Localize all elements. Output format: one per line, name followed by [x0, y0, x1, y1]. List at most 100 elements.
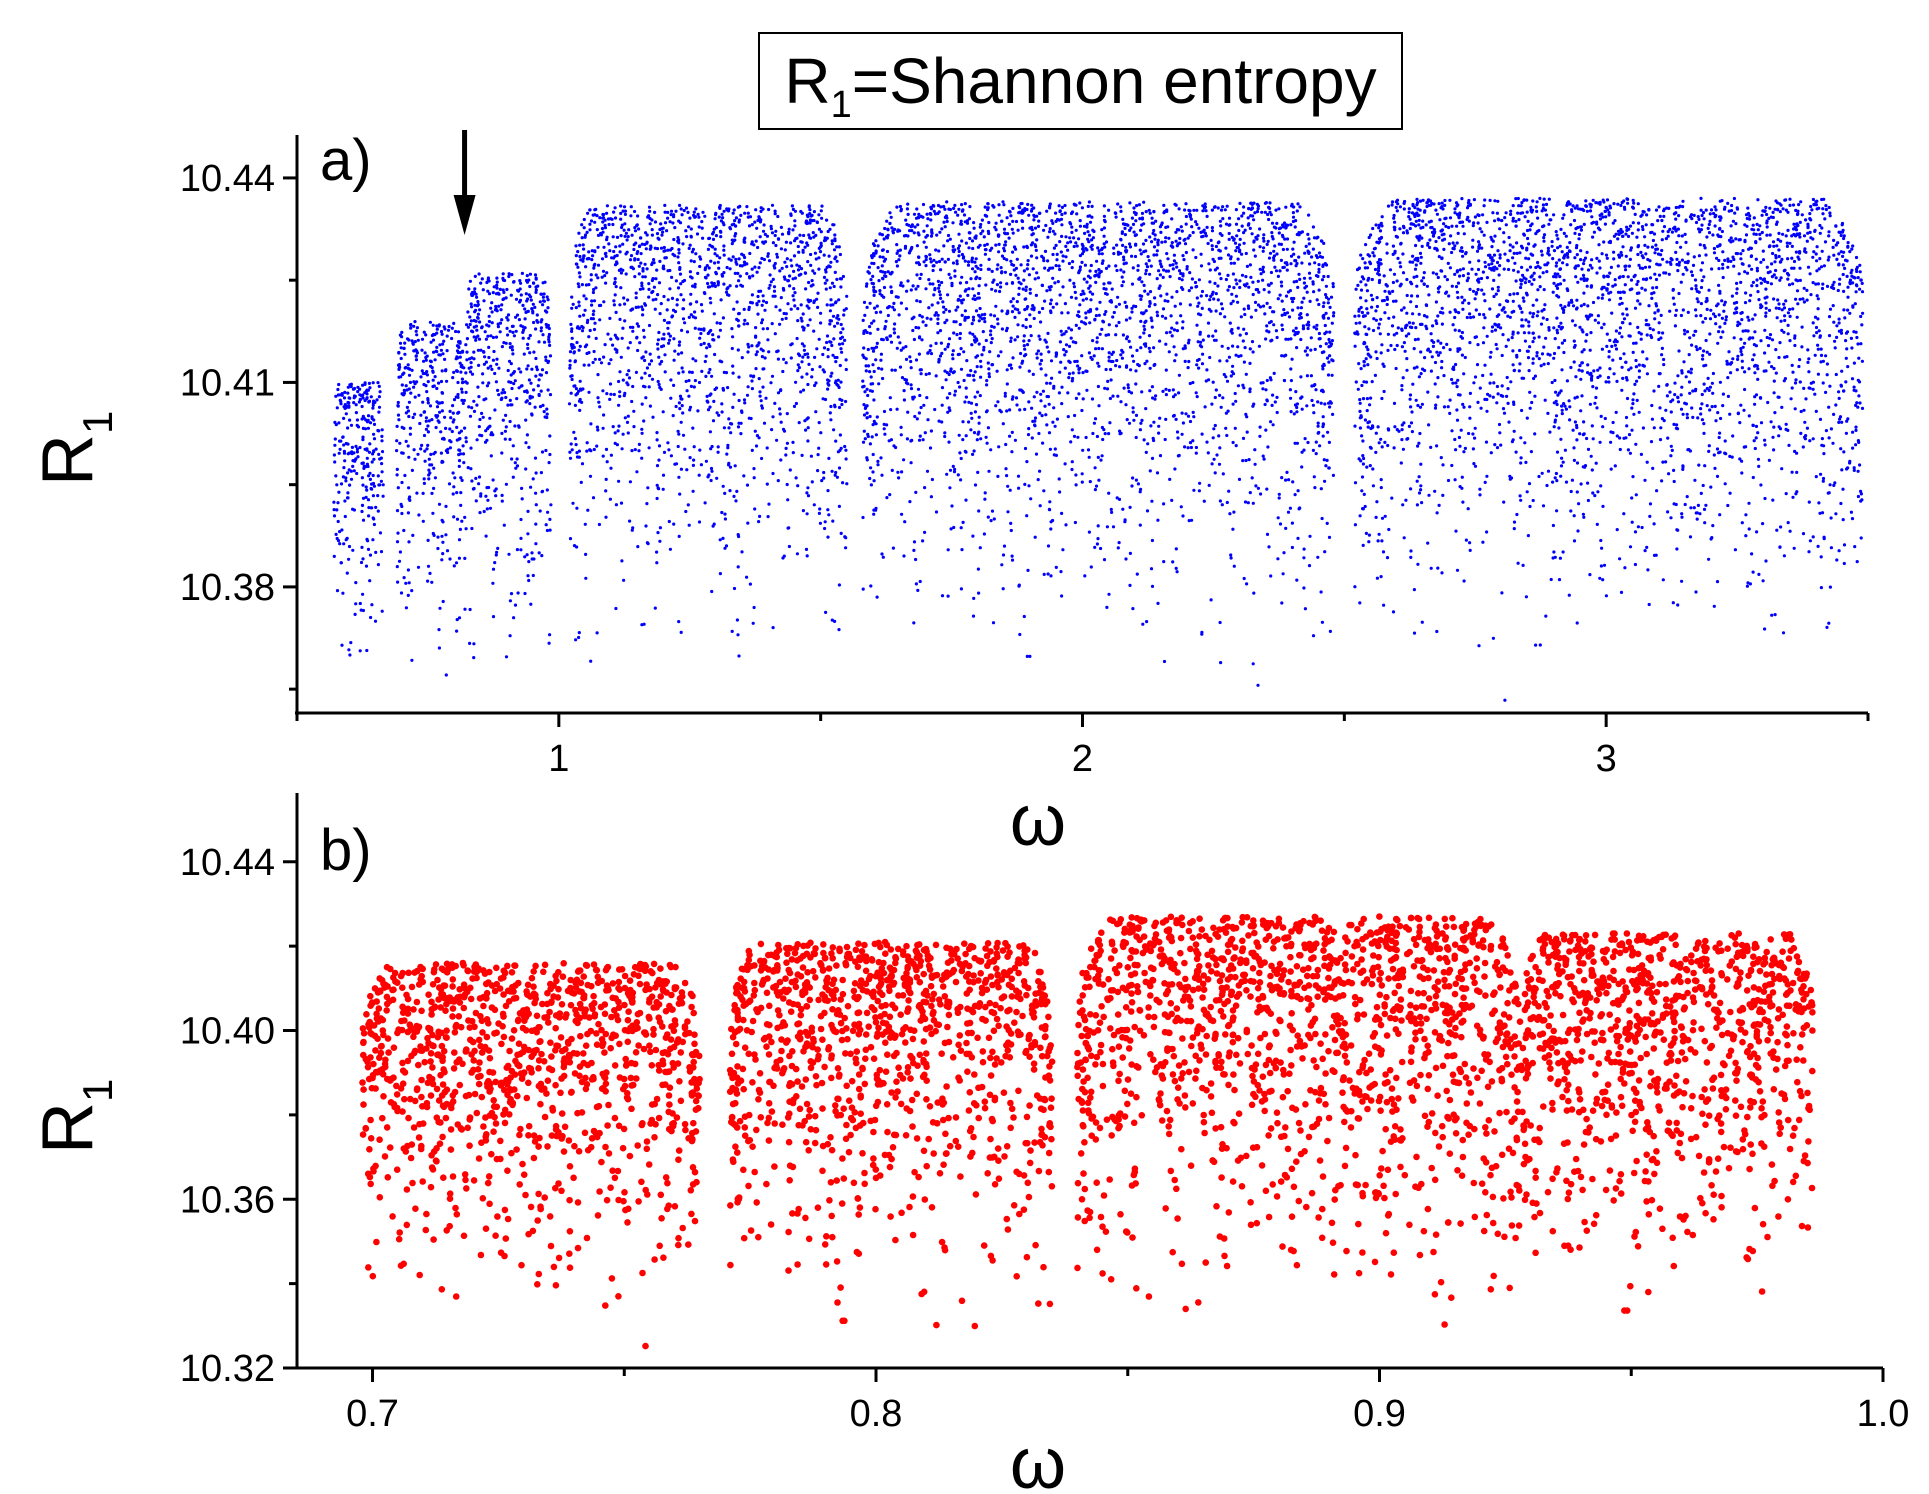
panel-a-point [376, 474, 380, 478]
panel-a-point [1139, 228, 1143, 232]
panel-a-point [700, 226, 704, 230]
panel-a-point [1119, 268, 1123, 272]
panel-a-point [722, 426, 727, 430]
panel-a-point [751, 621, 755, 625]
panel-a-point [693, 326, 697, 330]
panel-a-point [366, 426, 370, 430]
panel-a-point [1008, 434, 1012, 438]
panel-a-point [424, 333, 428, 337]
panel-a-point [1039, 352, 1043, 356]
panel-a-point [1180, 229, 1184, 233]
panel-a-point [1302, 281, 1306, 285]
panel-a-point [589, 422, 593, 426]
panel-a-point [1010, 450, 1014, 454]
panel-a-point [1306, 232, 1310, 236]
panel-a-point [1279, 226, 1283, 230]
panel-a-point [1060, 511, 1064, 515]
panel-a-point [426, 424, 430, 428]
panel-a-point [994, 404, 998, 408]
panel-a-point [1123, 300, 1127, 304]
panel-a-point [781, 556, 785, 560]
panel-a-point [861, 587, 865, 591]
panel-a-point [826, 535, 830, 539]
panel-a-point [369, 395, 373, 399]
panel-a-point [874, 358, 878, 362]
panel-a-point [361, 393, 365, 397]
panel-a-point [518, 279, 522, 283]
panel-a-point [1043, 299, 1047, 303]
panel-a-point [623, 302, 627, 306]
panel-a-point [519, 517, 523, 522]
panel-a-point [947, 309, 952, 313]
panel-a-point [1095, 340, 1099, 344]
panel-a-point [468, 279, 472, 283]
panel-a-point [1284, 294, 1289, 298]
panel-a-point [809, 252, 813, 257]
panel-a-point [798, 353, 802, 358]
panel-a-point [788, 468, 792, 472]
panel-a-point [533, 456, 538, 460]
panel-a-point [1199, 264, 1204, 268]
panel-a-point [1326, 430, 1330, 434]
panel-a-point [1011, 206, 1015, 210]
panel-a-point [1017, 286, 1021, 290]
panel-a-point [1077, 392, 1081, 396]
panel-a-point [776, 357, 781, 361]
panel-a-point [1305, 313, 1309, 317]
panel-a-point [1039, 367, 1043, 371]
panel-a-point [761, 294, 765, 298]
panel-a-point [953, 389, 958, 393]
panel-a-point [728, 465, 733, 469]
panel-a-point [710, 281, 714, 285]
panel-a-point [687, 246, 691, 250]
panel-a-point [509, 293, 513, 297]
panel-a-point [943, 434, 947, 439]
panel-a-point [495, 362, 499, 366]
panel-a-point [652, 258, 656, 262]
panel-a-point [638, 287, 643, 291]
panel-a-point [955, 259, 959, 263]
panel-a-point [1073, 290, 1077, 294]
panel-a-point [951, 349, 955, 353]
panel-a-point [532, 281, 536, 285]
panel-a-point [681, 317, 686, 321]
panel-a-point [623, 222, 627, 226]
panel-a-point [767, 502, 771, 506]
panel-a-point [657, 355, 661, 359]
panel-a-point [1096, 384, 1100, 389]
panel-a-point [427, 468, 431, 472]
panel-a-point [779, 247, 784, 251]
panel-a-point [942, 305, 946, 309]
panel-a-point [639, 252, 643, 256]
panel-a-point [517, 318, 522, 322]
panel-a-point [590, 249, 594, 253]
panel-a-point [526, 364, 530, 368]
panel-a-point [685, 330, 690, 334]
panel-a-point [730, 346, 734, 351]
panel-a-point [355, 471, 359, 476]
panel-a-point [916, 387, 921, 391]
panel-a-point [601, 220, 605, 224]
panel-a-point [888, 396, 892, 400]
panel-a-point [827, 254, 831, 258]
panel-a-point [1267, 205, 1271, 209]
panel-a-point [793, 276, 798, 280]
panel-a-point [697, 380, 702, 385]
panel-a-point [1322, 458, 1326, 462]
panel-a-point [1150, 385, 1154, 389]
panel-a-point [868, 476, 872, 481]
panel-a-point [706, 408, 711, 412]
panel-a-point [608, 497, 613, 501]
panel-a-point [1299, 306, 1303, 310]
panel-a-point [366, 418, 370, 422]
panel-a-point [444, 426, 448, 430]
panel-a-point [802, 344, 806, 348]
panel-a-point [630, 528, 634, 532]
panel-a-point [995, 267, 999, 271]
panel-a-point [1144, 210, 1148, 214]
panel-a-point [775, 255, 780, 259]
panel-a-point [796, 268, 801, 272]
panel-a-point [870, 435, 874, 439]
panel-a-point [1286, 510, 1291, 514]
panel-a-point [727, 426, 731, 430]
